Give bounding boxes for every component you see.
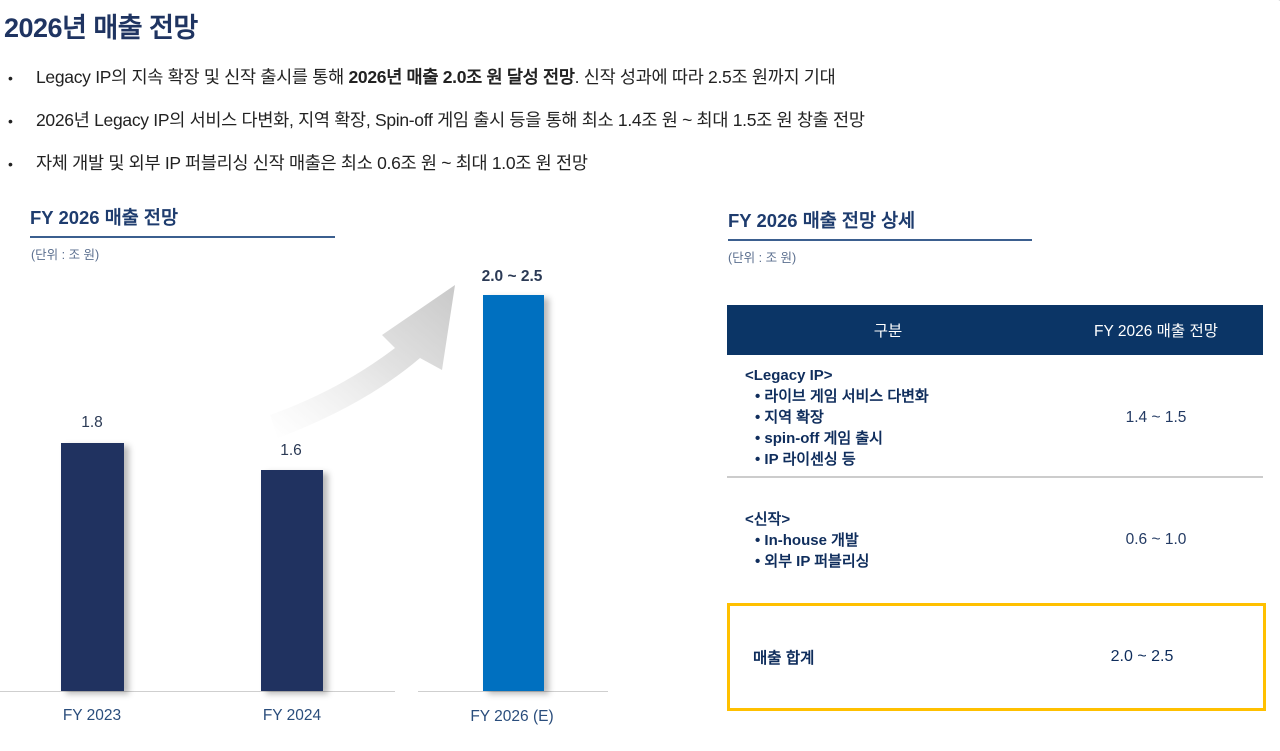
- table-row: <신작> • In-house 개발 • 외부 IP 퍼블리싱 0.6 ~ 1.…: [727, 478, 1263, 602]
- row-value: 0.6 ~ 1.0: [1125, 531, 1187, 548]
- row-item: • In-house 개발: [755, 531, 859, 549]
- bullet-text: Legacy IP의 지속 확장 및 신작 출시를 통해 2026년 매출 2.…: [36, 67, 836, 87]
- bullet-item: • 자체 개발 및 외부 IP 퍼블리싱 신작 매출은 최소 0.6조 원 ~ …: [8, 150, 1268, 193]
- bar-fy2024: [261, 470, 323, 691]
- revenue-bar-chart: 1.8 1.6 2.0 ~ 2.5 FY 2023 FY 2024 FY 202…: [0, 260, 620, 750]
- detail-section-title: FY 2026 매출 전망 상세: [728, 207, 1032, 241]
- summary-bullets: • Legacy IP의 지속 확장 및 신작 출시를 통해 2026년 매출 …: [8, 64, 1268, 193]
- row-group-label: <신작>: [745, 510, 791, 528]
- x-axis-label: FY 2023: [62, 707, 122, 724]
- row-value: 1.4 ~ 1.5: [1125, 408, 1187, 426]
- total-value: 2.0 ~ 2.5: [1110, 648, 1174, 665]
- chart-baseline: [0, 691, 395, 692]
- bar-fy2026e: [483, 295, 544, 691]
- chart-baseline: [418, 691, 608, 692]
- total-row-highlight: 매출 합계 2.0 ~ 2.5: [727, 603, 1266, 711]
- row-item: • 지역 확장: [755, 409, 824, 426]
- chart-unit-label: (단위 : 조 원): [31, 248, 100, 262]
- bullet-text: 2026년 Legacy IP의 서비스 다변화, 지역 확장, Spin-of…: [36, 110, 865, 130]
- x-axis-label: FY 2026 (E): [470, 708, 554, 725]
- table-row: <Legacy IP> • 라이브 게임 서비스 다변화 • 지역 확장 • s…: [727, 355, 1263, 478]
- row-item: • spin-off 게임 출시: [755, 430, 883, 447]
- page-title: 2026년 매출 전망: [4, 13, 198, 43]
- bar-value-label: 1.8: [81, 414, 103, 431]
- row-group-label: <Legacy IP>: [745, 367, 833, 384]
- bullet-emphasis: 2026년 매출 2.0조 원 달성 전망: [348, 67, 575, 87]
- row-item: • 라이브 게임 서비스 다변화: [755, 388, 929, 405]
- forecast-detail-table: 구분 FY 2026 매출 전망 <Legacy IP> • 라이브 게임 서비…: [727, 305, 1263, 602]
- total-label: 매출 합계: [753, 650, 815, 667]
- row-category: <Legacy IP> • 라이브 게임 서비스 다변화 • 지역 확장 • s…: [727, 365, 1049, 470]
- row-item: • 외부 IP 퍼블리싱: [755, 552, 870, 570]
- header-forecast: FY 2026 매출 전망: [1094, 323, 1218, 340]
- bullet-item: • Legacy IP의 지속 확장 및 신작 출시를 통해 2026년 매출 …: [8, 64, 1268, 107]
- bullet-icon: •: [8, 70, 13, 86]
- table-header: 구분 FY 2026 매출 전망: [727, 305, 1263, 355]
- bar-fy2023: [61, 443, 124, 691]
- row-item: • IP 라이센싱 등: [755, 451, 856, 468]
- page-corner-decoration: [1263, 0, 1280, 9]
- header-category: 구분: [873, 323, 903, 340]
- bar-value-label: 1.6: [280, 442, 302, 459]
- bullet-icon: •: [8, 156, 13, 172]
- detail-unit-label: (단위 : 조 원): [728, 251, 797, 265]
- bullet-item: • 2026년 Legacy IP의 서비스 다변화, 지역 확장, Spin-…: [8, 107, 1268, 150]
- chart-section-title: FY 2026 매출 전망: [30, 204, 335, 238]
- bullet-icon: •: [8, 113, 13, 129]
- bullet-text: 자체 개발 및 외부 IP 퍼블리싱 신작 매출은 최소 0.6조 원 ~ 최대…: [36, 153, 588, 173]
- bar-value-label: 2.0 ~ 2.5: [481, 268, 543, 285]
- growth-arrow-icon: [270, 285, 455, 438]
- x-axis-label: FY 2024: [262, 707, 322, 724]
- row-category: <신작> • In-house 개발 • 외부 IP 퍼블리싱: [727, 509, 1049, 572]
